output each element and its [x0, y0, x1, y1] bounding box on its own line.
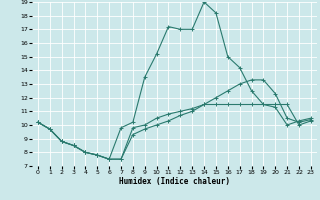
X-axis label: Humidex (Indice chaleur): Humidex (Indice chaleur) — [119, 177, 230, 186]
